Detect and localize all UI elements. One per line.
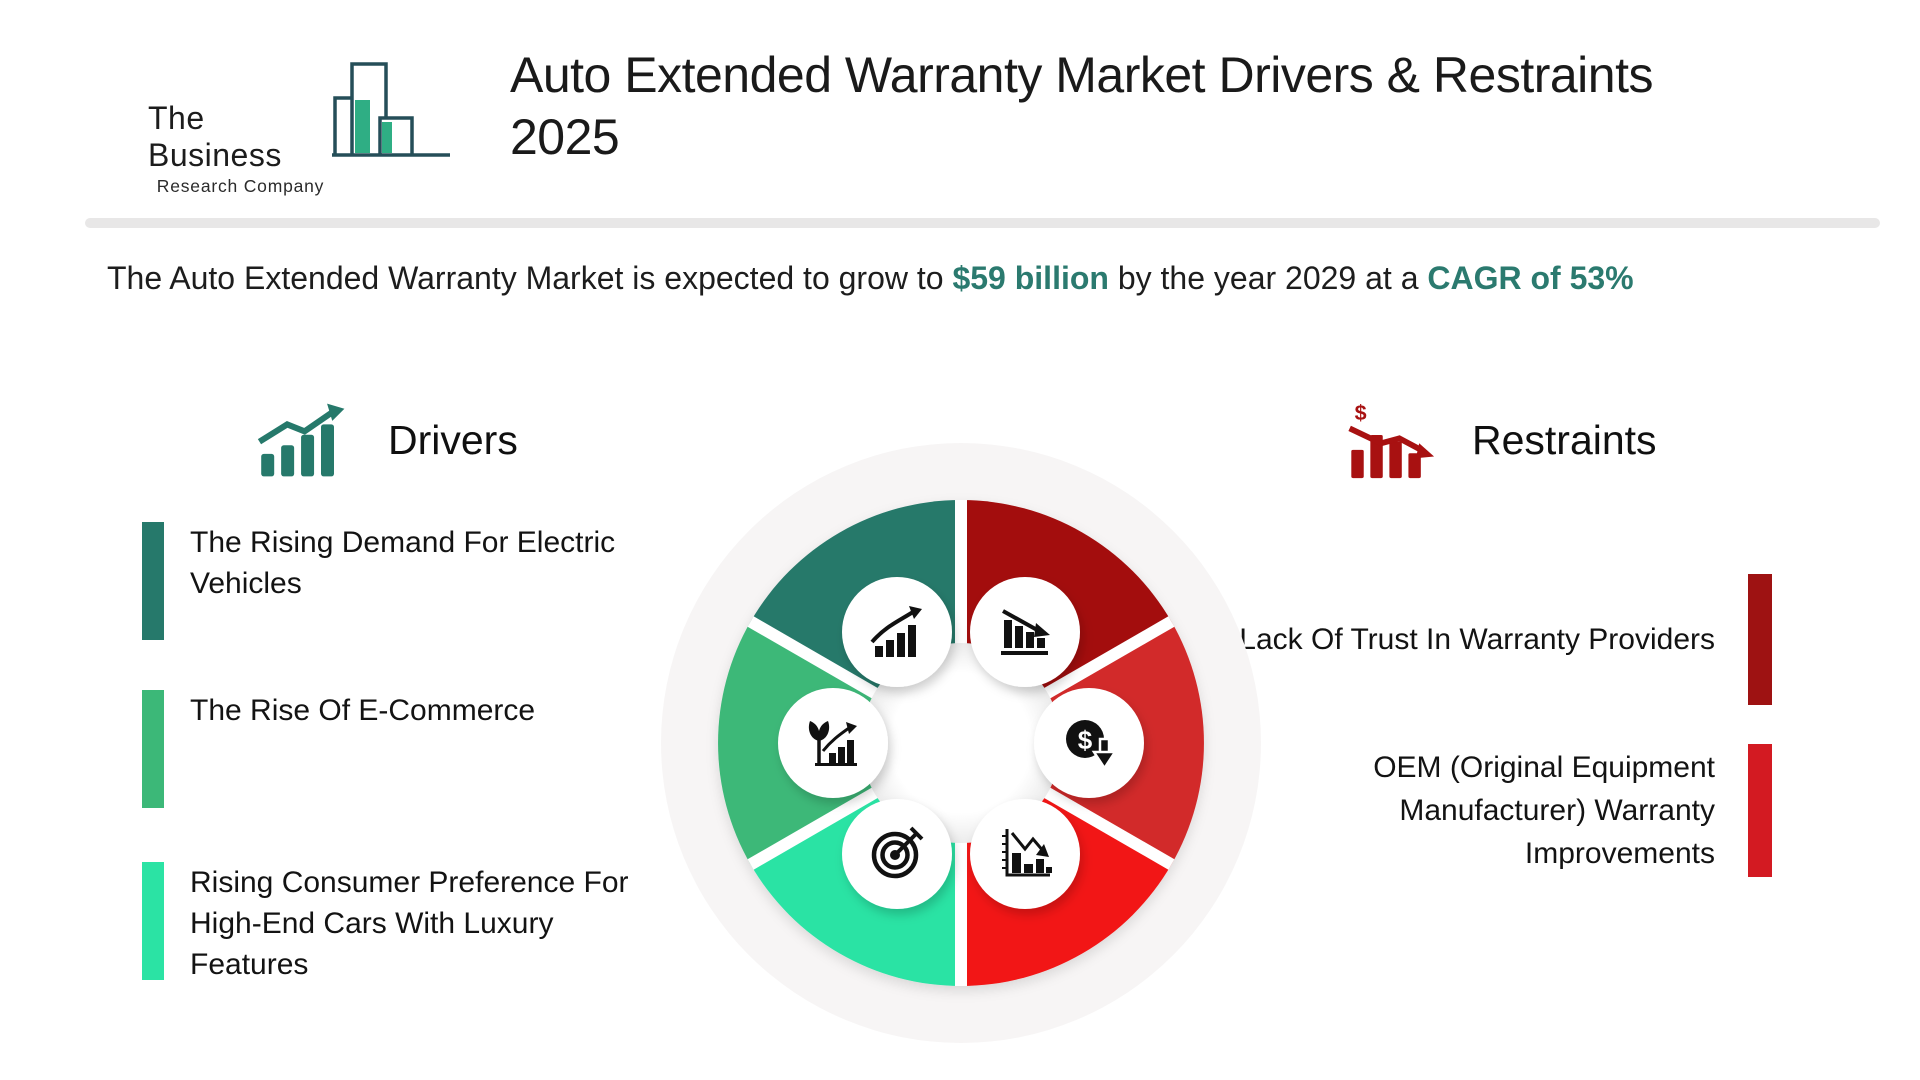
market-value-highlight: $59 billion (952, 260, 1109, 296)
drivers-header: Drivers (256, 400, 518, 480)
market-growth-statement: The Auto Extended Warranty Market is exp… (107, 260, 1897, 297)
restraint-bar-red (1748, 744, 1772, 877)
restraint-item: OEM (Original Equipment Manufacturer) Wa… (1372, 744, 1715, 877)
company-logo: The Business Research Company (148, 100, 333, 197)
declining-bars-icon (1001, 609, 1050, 655)
subtitle-text-1: The Auto Extended Warranty Market is exp… (107, 260, 953, 296)
restraints-decline-icon: $ (1348, 401, 1435, 479)
page-title-line2: 2025 (510, 109, 620, 165)
drivers-label: Drivers (388, 416, 518, 463)
restraint-2-text: OEM (Original Equipment Manufacturer) Wa… (1373, 751, 1715, 870)
logo-barchart-icon (332, 62, 450, 157)
restraints-label: Restraints (1472, 416, 1657, 463)
drivers-growth-icon (257, 403, 345, 477)
restraint-bar-dark-red (1748, 574, 1772, 705)
drivers-restraints-wheel: $ (661, 443, 1261, 1043)
driver-bar-mint (142, 862, 164, 980)
logo-name: The Business (148, 100, 282, 173)
driver-bar-teal (142, 522, 164, 640)
driver-2-text: The Rise Of E-Commerce (190, 694, 536, 727)
target-dart-icon (871, 826, 924, 879)
restraints-header: $ Restraints (1348, 400, 1657, 480)
driver-3-text: Rising Consumer Preference For High-End … (190, 866, 629, 981)
restraint-1-text: Lack Of Trust In Warranty Providers (1239, 623, 1715, 656)
logo-subname: Research Company (156, 176, 325, 196)
wheel-center (861, 643, 1061, 843)
dollar-decrease-icon: $ (1066, 720, 1118, 771)
driver-item: The Rising Demand For Electric Vehicles (142, 522, 662, 640)
page-title-line1: Auto Extended Warranty Market Drivers & … (510, 47, 1654, 103)
driver-1-text: The Rising Demand For Electric Vehicles (190, 526, 616, 600)
driver-item: The Rise Of E-Commerce (142, 690, 662, 808)
growth-chart-icon (870, 606, 922, 657)
driver-bar-green (142, 690, 164, 808)
svg-text:$: $ (1078, 725, 1093, 755)
restraint-item: Lack Of Trust In Warranty Providers (1200, 574, 1715, 705)
driver-item: Rising Consumer Preference For High-End … (142, 862, 702, 985)
header-divider (85, 218, 1880, 228)
plant-growth-icon (808, 721, 857, 766)
subtitle-text-2: by the year 2029 at a (1108, 260, 1428, 296)
page-title: Auto Extended Warranty Market Drivers & … (510, 44, 1880, 168)
cagr-highlight: CAGR of 53% (1427, 260, 1634, 296)
loss-chart-icon (1002, 829, 1052, 877)
svg-text:$: $ (1355, 401, 1367, 425)
